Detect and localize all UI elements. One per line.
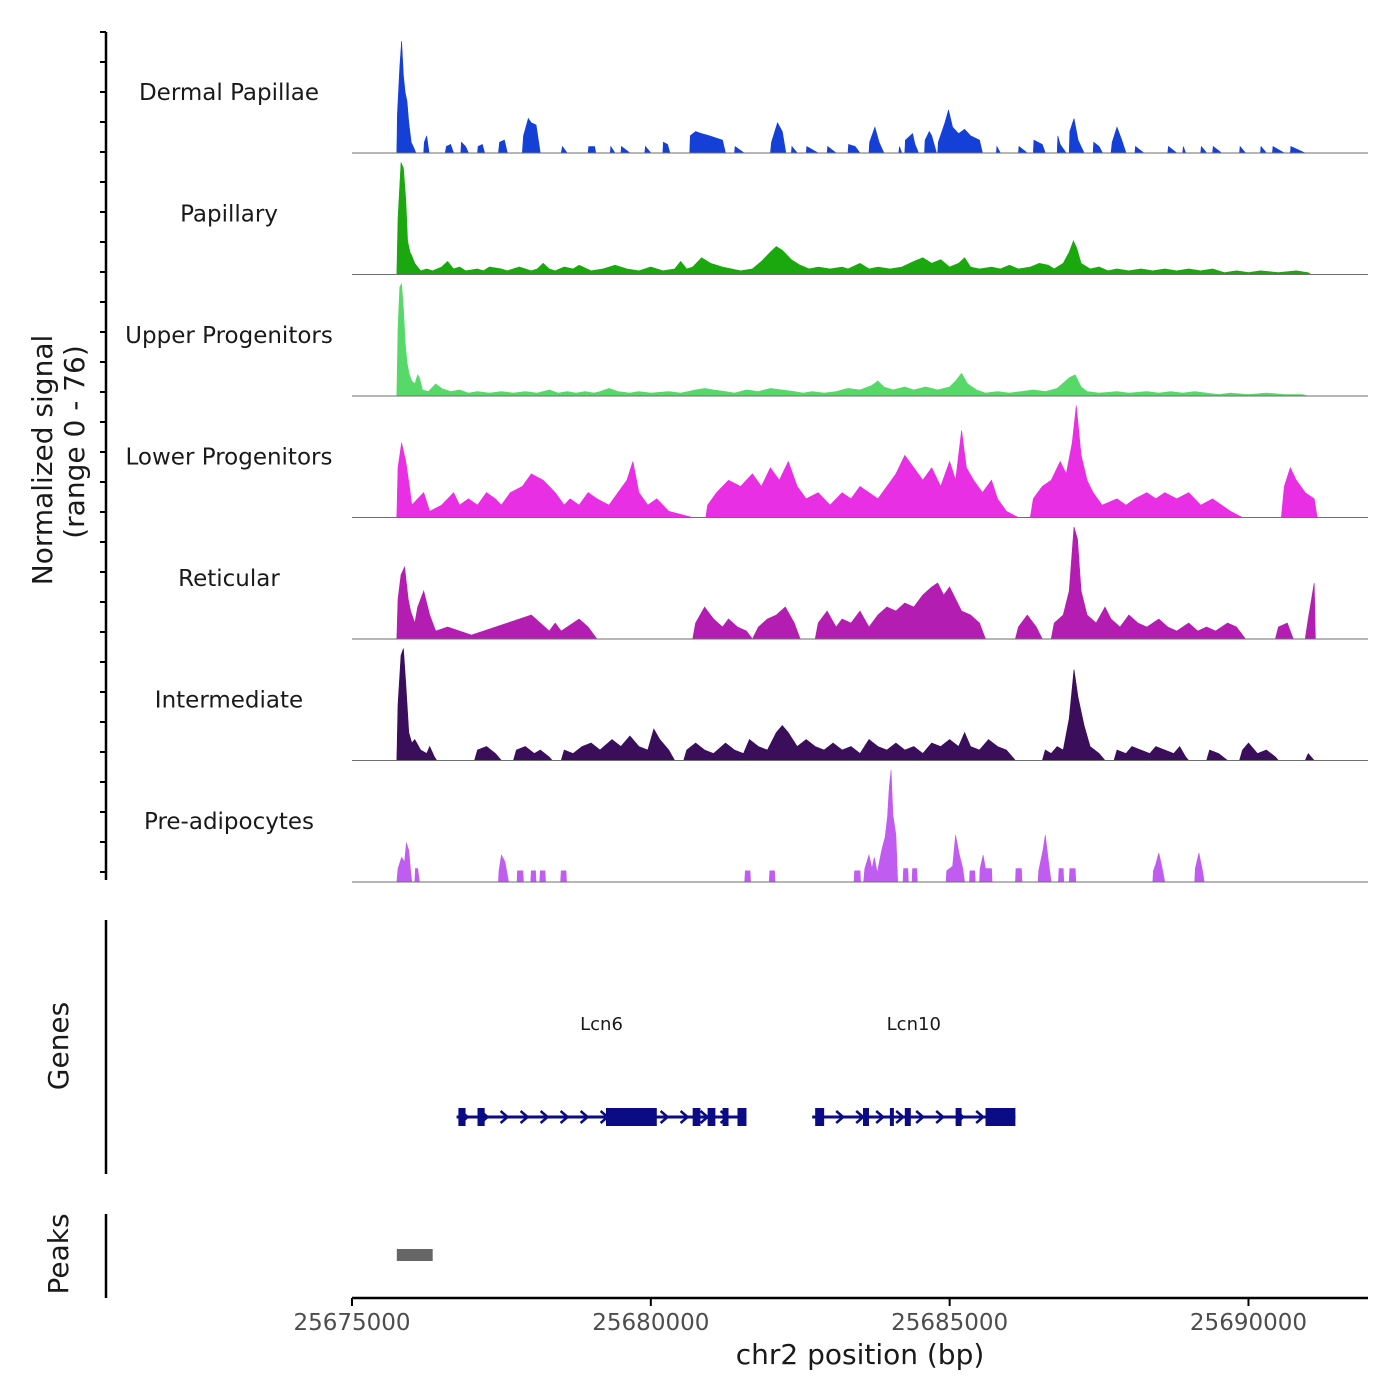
signal-area-papillary xyxy=(396,162,1313,275)
x-tick-label: 25675000 xyxy=(293,1310,410,1336)
track-label-upper-progenitors: Upper Progenitors xyxy=(125,323,333,349)
track-label-papillary: Papillary xyxy=(180,202,278,228)
exon xyxy=(606,1108,657,1126)
exon xyxy=(955,1108,962,1126)
exon xyxy=(889,1108,894,1126)
exon xyxy=(458,1108,466,1126)
strand-arrow xyxy=(895,1110,906,1124)
x-tick-label: 25680000 xyxy=(592,1310,709,1336)
exon xyxy=(707,1108,716,1126)
gene-label-lcn6: Lcn6 xyxy=(580,1014,623,1035)
strand-arrow xyxy=(659,1110,670,1124)
gene-lcn10: Lcn10 xyxy=(812,1014,1016,1126)
genes-track: Lcn6 Lcn10 xyxy=(456,1014,1016,1126)
strand-arrow xyxy=(519,1110,530,1124)
signal-area-reticular xyxy=(396,526,1316,640)
strand-arrow xyxy=(915,1110,926,1124)
peaks-track xyxy=(396,1249,433,1261)
strand-arrow xyxy=(539,1110,550,1124)
signal-area-pre-adipocytes xyxy=(396,769,1205,883)
exon xyxy=(904,1108,911,1126)
track-label-lower-progenitors: Lower Progenitors xyxy=(126,445,333,471)
strand-arrow xyxy=(875,1110,886,1124)
signal-tracks xyxy=(352,40,1368,883)
strand-arrow xyxy=(499,1110,510,1124)
x-tick-label: 25685000 xyxy=(891,1310,1008,1336)
gene-lcn6: Lcn6 xyxy=(456,1014,747,1126)
exon xyxy=(985,1108,1016,1126)
peaks-track-title: Peaks xyxy=(42,1213,75,1294)
y-axis-title-line2: (range 0 - 76) xyxy=(58,345,91,539)
x-axis-title: chr2 position (bp) xyxy=(736,1338,985,1371)
signal-area-intermediate xyxy=(396,648,1315,761)
track-axes xyxy=(100,31,108,1298)
signal-area-lower-progenitors xyxy=(396,405,1318,518)
track-label-reticular: Reticular xyxy=(178,566,280,592)
y-axis-title-line1: Normalized signal xyxy=(26,335,59,586)
exon xyxy=(477,1108,485,1126)
strand-arrow xyxy=(559,1110,570,1124)
strand-arrow xyxy=(935,1110,946,1124)
genes-track-title: Genes xyxy=(42,1002,75,1090)
exon xyxy=(862,1108,869,1126)
strand-arrow xyxy=(975,1110,986,1124)
track-label-dermal-papillae: Dermal Papillae xyxy=(139,80,319,106)
exon xyxy=(692,1108,701,1126)
exon xyxy=(815,1108,825,1126)
gene-label-lcn10: Lcn10 xyxy=(887,1014,941,1035)
track-labels: Dermal Papillae Papillary Upper Progenitor… xyxy=(125,80,333,835)
signal-area-dermal-papillae xyxy=(396,40,1306,154)
track-label-pre-adipocytes: Pre-adipocytes xyxy=(144,809,314,835)
strand-arrow xyxy=(579,1110,590,1124)
strand-arrow xyxy=(835,1110,846,1124)
exon xyxy=(722,1108,729,1126)
exon xyxy=(737,1108,747,1126)
x-tick-label: 25690000 xyxy=(1190,1310,1307,1336)
track-label-intermediate: Intermediate xyxy=(155,688,303,714)
strand-arrow xyxy=(699,1110,710,1124)
x-axis: 25675000 25680000 25685000 25690000 xyxy=(293,1296,1368,1336)
peak-region xyxy=(396,1249,433,1261)
strand-arrow xyxy=(679,1110,690,1124)
signal-area-upper-progenitors xyxy=(396,283,1309,397)
